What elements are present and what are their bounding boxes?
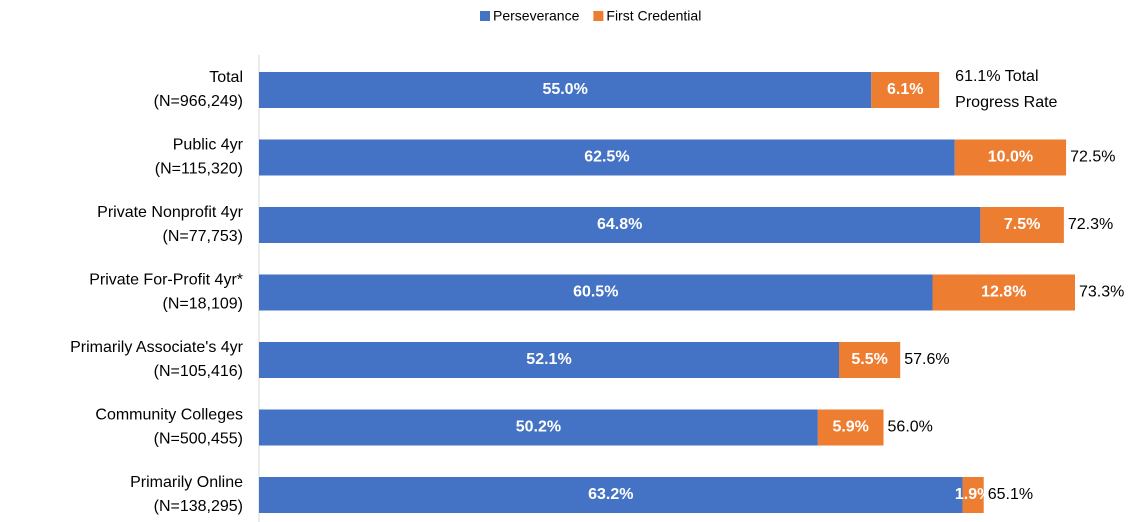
bar-segment (932, 274, 1075, 311)
value-label: 52.1% (526, 351, 571, 368)
value-label: 60.5% (573, 284, 618, 301)
value-label: 50.2% (516, 419, 561, 436)
bar-segment (259, 274, 933, 311)
category-label: (N=18,109) (163, 296, 244, 313)
total-label: Progress Rate (955, 94, 1057, 111)
legend-swatch (480, 11, 490, 21)
category-label: (N=500,455) (154, 431, 243, 448)
value-label: 7.5% (1004, 216, 1040, 233)
total-label: 73.3% (1079, 284, 1124, 301)
legend-label: Perseverance (493, 8, 580, 24)
bar-segment (259, 409, 818, 446)
bar-segment (259, 477, 963, 513)
category-label: (N=115,320) (155, 161, 243, 178)
bar-segment (259, 72, 872, 108)
bar-segment (871, 72, 940, 108)
total-label: 72.5% (1070, 149, 1115, 166)
bar-segment (838, 342, 901, 378)
category-label: (N=77,753) (163, 228, 244, 245)
value-label: 63.2% (588, 486, 633, 503)
bar-segment (954, 139, 1067, 176)
bar-segment (817, 409, 884, 446)
category-label: (N=966,249) (154, 93, 243, 110)
value-label: 64.8% (597, 216, 642, 233)
total-label: 72.3% (1068, 216, 1113, 233)
category-label: Public 4yr (173, 137, 244, 154)
bar-segment (259, 207, 981, 243)
bar-segment (962, 477, 984, 513)
category-label: Primarily Online (130, 474, 243, 491)
value-label: 12.8% (981, 284, 1026, 301)
total-label: 61.1% Total (955, 68, 1038, 85)
category-label: Private For-Profit 4yr* (89, 272, 243, 289)
category-label: Private Nonprofit 4yr (97, 204, 244, 221)
value-label: 55.0% (542, 81, 587, 98)
value-label: 5.9% (832, 419, 868, 436)
category-label: Primarily Associate's 4yr (70, 339, 244, 356)
category-label: Community Colleges (95, 407, 243, 424)
bar-segment (259, 139, 955, 176)
total-label: 65.1% (988, 486, 1033, 503)
value-label: 6.1% (887, 81, 923, 98)
value-label: 1.9% (955, 486, 991, 503)
category-label: Total (209, 69, 243, 86)
bar-segment (980, 207, 1064, 243)
legend-swatch (593, 11, 604, 21)
category-label: (N=138,295) (154, 498, 243, 515)
value-label: 62.5% (584, 149, 629, 166)
legend-label: First Credential (606, 8, 701, 24)
total-label: 57.6% (904, 351, 949, 368)
bar-segment (259, 342, 839, 378)
value-label: 5.5% (851, 351, 887, 368)
category-label: (N=105,416) (154, 363, 243, 380)
value-label: 10.0% (988, 149, 1033, 166)
total-label: 56.0% (888, 419, 933, 436)
